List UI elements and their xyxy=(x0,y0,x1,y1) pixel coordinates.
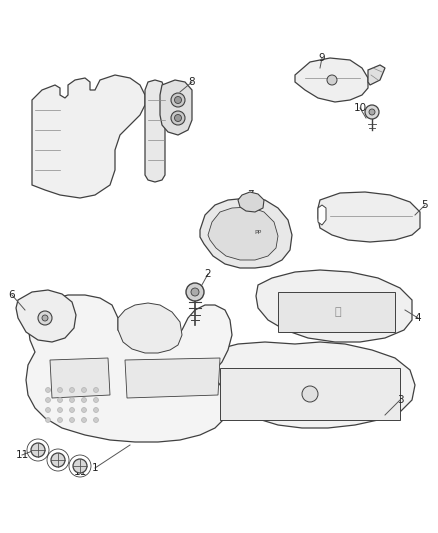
Text: ⬧: ⬧ xyxy=(335,307,341,317)
Text: PP: PP xyxy=(254,230,261,236)
Circle shape xyxy=(171,111,185,125)
Circle shape xyxy=(302,386,318,402)
Polygon shape xyxy=(118,303,182,353)
Circle shape xyxy=(73,459,87,473)
Polygon shape xyxy=(295,58,368,102)
Text: 1: 1 xyxy=(92,463,98,473)
Circle shape xyxy=(70,387,74,392)
Text: 6: 6 xyxy=(9,290,15,300)
Circle shape xyxy=(38,311,52,325)
Circle shape xyxy=(81,387,86,392)
Polygon shape xyxy=(220,368,400,420)
Circle shape xyxy=(51,453,65,467)
Text: 5: 5 xyxy=(422,200,428,210)
Polygon shape xyxy=(208,207,278,260)
Polygon shape xyxy=(368,65,385,85)
Polygon shape xyxy=(238,192,264,212)
Circle shape xyxy=(93,387,99,392)
Polygon shape xyxy=(125,358,220,398)
Circle shape xyxy=(46,398,50,402)
Circle shape xyxy=(46,408,50,413)
Text: 8: 8 xyxy=(189,77,195,87)
Circle shape xyxy=(171,93,185,107)
Circle shape xyxy=(327,75,337,85)
Text: 10: 10 xyxy=(353,103,367,113)
Circle shape xyxy=(70,408,74,413)
Polygon shape xyxy=(200,198,292,268)
Circle shape xyxy=(174,115,181,122)
Circle shape xyxy=(46,387,50,392)
Text: 11: 11 xyxy=(74,467,87,477)
Circle shape xyxy=(57,417,63,423)
Polygon shape xyxy=(26,295,232,442)
Polygon shape xyxy=(32,75,145,198)
Text: 11: 11 xyxy=(15,450,28,460)
Circle shape xyxy=(42,315,48,321)
Circle shape xyxy=(93,408,99,413)
Polygon shape xyxy=(318,192,420,242)
Circle shape xyxy=(57,408,63,413)
Circle shape xyxy=(93,417,99,423)
Circle shape xyxy=(81,417,86,423)
Polygon shape xyxy=(198,342,415,428)
Circle shape xyxy=(57,398,63,402)
Polygon shape xyxy=(145,80,165,182)
Circle shape xyxy=(93,398,99,402)
Polygon shape xyxy=(318,205,326,225)
Circle shape xyxy=(369,109,375,115)
Circle shape xyxy=(81,398,86,402)
Circle shape xyxy=(70,417,74,423)
Circle shape xyxy=(186,283,204,301)
Text: 9: 9 xyxy=(319,53,325,63)
Circle shape xyxy=(174,96,181,103)
Circle shape xyxy=(365,105,379,119)
Polygon shape xyxy=(256,270,412,342)
Circle shape xyxy=(46,417,50,423)
Circle shape xyxy=(70,398,74,402)
Circle shape xyxy=(191,288,199,296)
Polygon shape xyxy=(50,358,110,398)
Text: 4: 4 xyxy=(415,313,421,323)
Polygon shape xyxy=(160,80,192,135)
Text: 2: 2 xyxy=(205,269,211,279)
Text: 3: 3 xyxy=(397,395,403,405)
Circle shape xyxy=(31,443,45,457)
Polygon shape xyxy=(16,290,76,342)
Polygon shape xyxy=(278,292,395,332)
Circle shape xyxy=(81,408,86,413)
Text: 7: 7 xyxy=(247,190,253,200)
Circle shape xyxy=(57,387,63,392)
